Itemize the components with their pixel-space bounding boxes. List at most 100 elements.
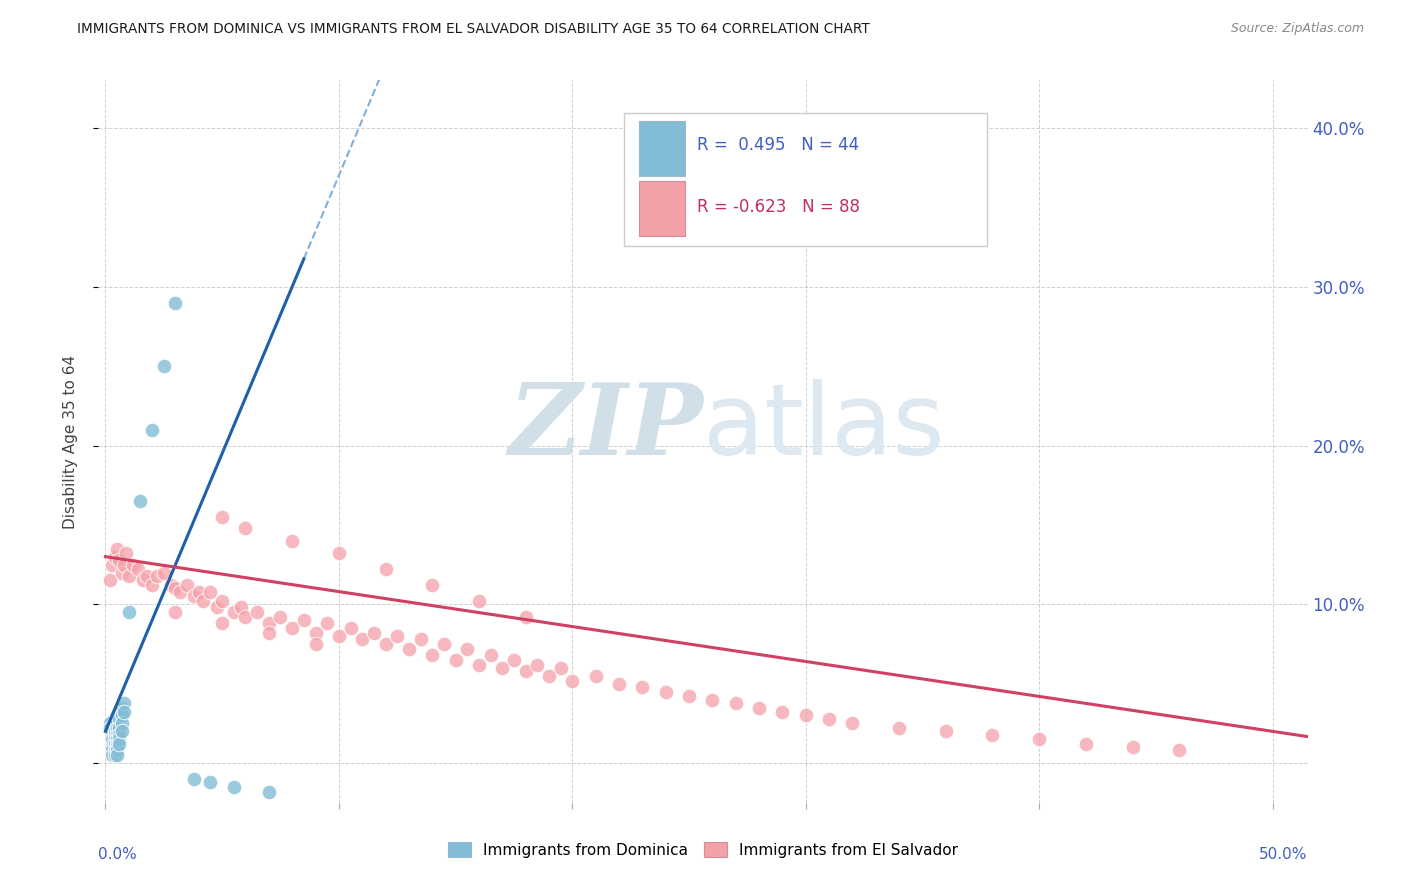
Point [526,657,548,672]
Point [108,737,131,751]
Point [269,610,291,624]
Point [235,610,257,624]
Point [98,721,121,735]
Point [468,594,491,608]
Point [235,521,257,535]
Point [105,737,128,751]
Point [631,680,654,694]
Point [841,716,863,731]
Point [887,721,910,735]
Point [101,724,124,739]
Point [146,568,169,582]
Point [129,494,152,508]
Point [104,549,127,564]
Point [98,574,121,588]
Point [101,558,124,572]
Legend: Immigrants from Dominica, Immigrants from El Salvador: Immigrants from Dominica, Immigrants fro… [441,836,965,863]
Point [183,590,205,604]
Point [152,566,174,580]
Point [981,727,1004,741]
Point [818,712,841,726]
Point [105,732,128,747]
Text: R = -0.623   N = 88: R = -0.623 N = 88 [697,198,860,216]
Point [550,661,572,675]
Point [187,584,209,599]
Point [200,775,222,789]
Point [111,708,134,723]
Point [105,721,128,735]
Point [304,637,326,651]
Point [159,578,181,592]
Text: atlas: atlas [703,378,945,475]
Point [257,626,280,640]
Point [304,626,326,640]
Point [246,605,269,619]
Point [105,541,128,556]
Point [222,605,245,619]
Point [127,562,149,576]
Point [104,716,127,731]
Point [165,295,187,310]
Point [374,637,396,651]
Point [374,562,396,576]
Point [1168,743,1191,757]
Point [211,594,233,608]
Point [105,748,128,763]
Bar [624,112,987,246]
Point [222,780,245,794]
Point [111,724,134,739]
Point [104,748,127,763]
Point [183,772,205,786]
Point [352,632,374,647]
Point [108,732,131,747]
Point [770,706,793,720]
Point [101,743,124,757]
Point [257,785,280,799]
Point [515,664,537,678]
Point [468,657,491,672]
Text: IMMIGRANTS FROM DOMINICA VS IMMIGRANTS FROM EL SALVADOR DISABILITY AGE 35 TO 64 : IMMIGRANTS FROM DOMINICA VS IMMIGRANTS F… [77,22,870,37]
Point [165,582,187,596]
Point [105,743,128,757]
Point [132,574,155,588]
Point [165,605,187,619]
Point [229,600,252,615]
Point [111,566,134,580]
Point [111,700,134,714]
Point [654,684,676,698]
Point [104,743,127,757]
Point [363,626,385,640]
Point [794,708,817,723]
Point [678,690,700,704]
Point [152,359,174,373]
Point [118,605,141,619]
Point [108,553,131,567]
Point [561,673,583,688]
Point [207,600,229,615]
Point [211,616,233,631]
Point [433,637,456,651]
Point [105,740,128,755]
Point [503,653,526,667]
Point [98,716,121,731]
Point [211,510,233,524]
Point [112,706,135,720]
Point [104,727,127,741]
Point [316,616,339,631]
Point [141,578,163,592]
Point [420,648,443,662]
Point [585,669,607,683]
Point [104,724,127,739]
Point [444,653,467,667]
Point [108,721,131,735]
Text: ZIP: ZIP [508,379,703,475]
Text: 50.0%: 50.0% [1260,847,1308,863]
Point [112,696,135,710]
Point [328,629,350,643]
Point [935,724,957,739]
Point [491,661,513,675]
Point [108,706,131,720]
Point [515,610,537,624]
Point [281,621,304,635]
Point [105,716,128,731]
